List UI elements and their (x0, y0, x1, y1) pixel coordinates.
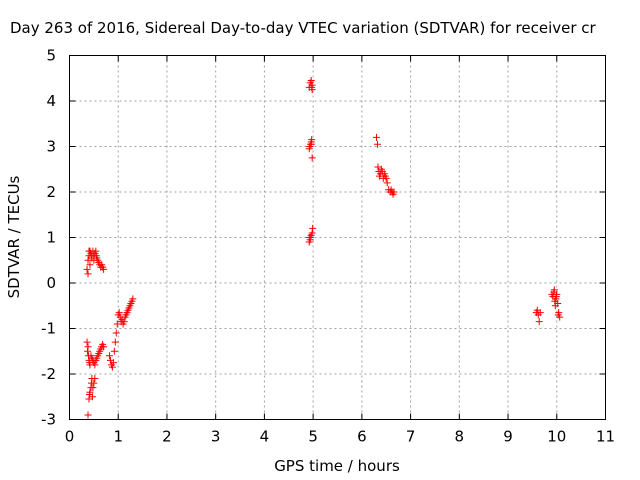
data-point (372, 133, 380, 141)
data-point (383, 179, 391, 187)
x-tick-label: 6 (357, 428, 367, 446)
data-point (308, 81, 316, 89)
data-point (115, 309, 123, 317)
y-tick-label: 4 (46, 92, 56, 110)
data-point (109, 359, 117, 367)
data-point (110, 347, 118, 355)
data-point (305, 238, 313, 246)
y-tick-label: 5 (46, 47, 56, 65)
y-tick-label: -2 (41, 365, 56, 383)
data-point (105, 352, 113, 360)
y-axis-title: SDTVAR / TECUs (5, 175, 23, 298)
x-tick-label: 10 (547, 428, 566, 446)
data-point (89, 384, 97, 392)
data-point (86, 388, 94, 396)
y-tick-label: 0 (46, 274, 56, 292)
x-tick-label: 8 (455, 428, 465, 446)
y-tick-label: 1 (46, 229, 56, 247)
data-point (108, 363, 116, 371)
x-tick-label: 0 (65, 428, 75, 446)
x-tick-label: 4 (260, 428, 270, 446)
grid-layer (69, 55, 606, 420)
y-tick-labels: -3 -2 -1 0 1 2 3 4 5 (41, 47, 56, 429)
data-point (84, 411, 92, 419)
data-point (382, 174, 390, 182)
data-point (88, 393, 96, 401)
y-tick-label: -3 (41, 411, 56, 429)
data-point (100, 265, 108, 273)
x-tick-labels: 0 1 2 3 4 5 6 7 8 9 10 11 (65, 428, 615, 446)
x-tick-label: 11 (596, 428, 615, 446)
data-point (307, 77, 315, 85)
data-point (536, 309, 544, 317)
x-tick-label: 5 (308, 428, 318, 446)
data-point (83, 338, 91, 346)
data-point (129, 295, 137, 303)
data-point (556, 313, 564, 321)
data-point (535, 318, 543, 326)
x-tick-label: 7 (406, 428, 416, 446)
y-tick-label: 2 (46, 183, 56, 201)
data-point (309, 224, 317, 232)
data-point (308, 136, 316, 144)
data-point (84, 270, 92, 278)
data-points (83, 77, 564, 419)
x-tick-label: 2 (162, 428, 172, 446)
x-tick-label: 9 (503, 428, 513, 446)
y-tick-label: 3 (46, 138, 56, 156)
x-axis-title: GPS time / hours (274, 457, 400, 475)
data-point (120, 318, 128, 326)
data-point (86, 261, 94, 269)
data-point (83, 265, 91, 273)
data-point (390, 188, 398, 196)
data-point (554, 299, 562, 307)
data-point (306, 234, 314, 241)
data-point (84, 343, 92, 351)
data-point (555, 309, 563, 317)
x-tick-label: 3 (211, 428, 221, 446)
data-point (550, 286, 558, 294)
data-point (113, 320, 121, 328)
data-point (90, 379, 98, 387)
data-point (308, 154, 316, 162)
data-point (100, 343, 108, 351)
data-point (91, 375, 99, 383)
data-point (91, 361, 99, 369)
x-tick-label: 1 (113, 428, 123, 446)
data-point (112, 329, 120, 337)
data-point (553, 290, 561, 298)
data-point (373, 140, 381, 148)
chart-title: Day 263 of 2016, Sidereal Day-to-day VTE… (10, 19, 597, 37)
plot-frame (69, 55, 606, 420)
y-tick-label: -1 (41, 320, 56, 338)
data-point (111, 338, 119, 346)
data-point (84, 256, 92, 264)
